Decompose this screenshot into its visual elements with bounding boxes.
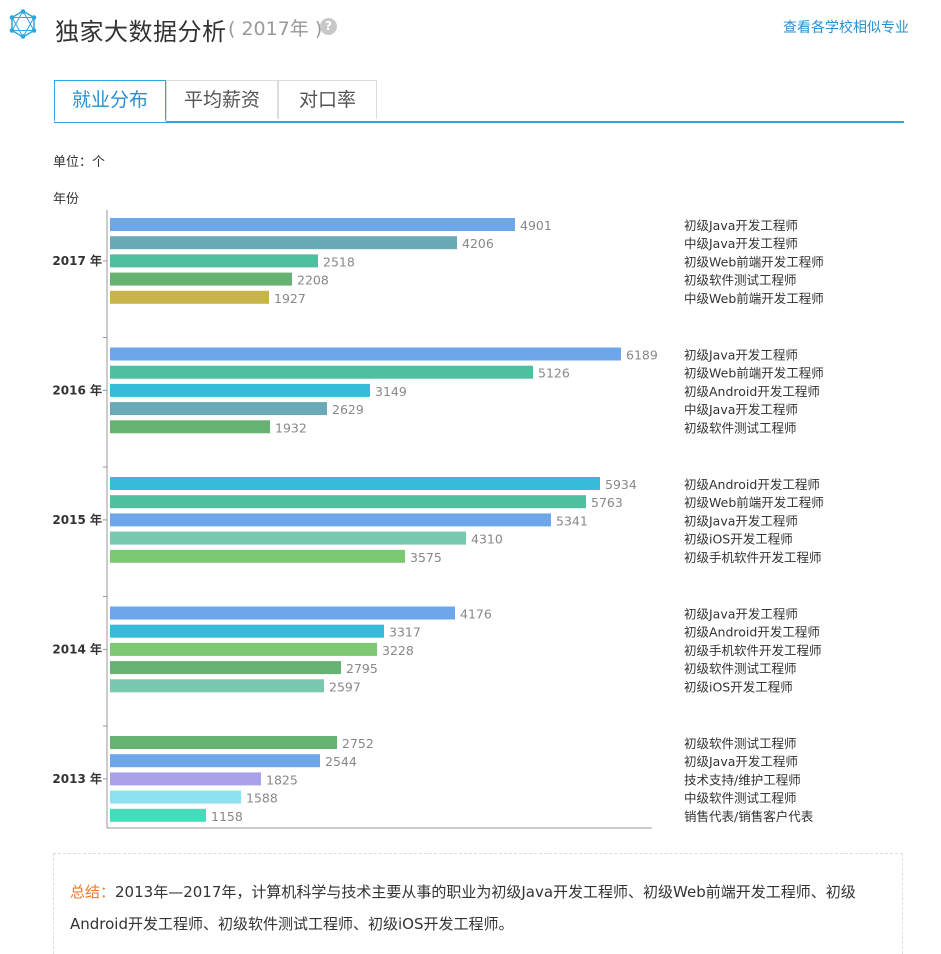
- year-note: ( 2017年 ): [228, 18, 323, 40]
- hexagon-network-icon: [9, 9, 37, 39]
- summary-box: 总结：2013年—2017年，计算机科学与技术主要从事的职业为初级Java开发工…: [53, 853, 903, 954]
- bar-category-label: 初级Web前端开发工程师: [684, 254, 824, 269]
- bar-value-label: 5934: [605, 477, 637, 492]
- bar-value-label: 2597: [329, 679, 361, 694]
- bar-category-label: 初级Web前端开发工程师: [684, 495, 824, 510]
- bar-category-label: 初级iOS开发工程师: [684, 532, 793, 547]
- year-tick-label: 2016 年: [52, 382, 102, 397]
- bar: [110, 679, 324, 693]
- bar-category-label: 中级Web前端开发工程师: [684, 291, 824, 306]
- bar: [110, 383, 370, 397]
- bar: [110, 606, 455, 620]
- bar: [110, 772, 261, 786]
- bar-value-label: 1927: [274, 291, 306, 306]
- year-tick-label: 2015 年: [52, 512, 102, 527]
- employment-bar-chart: 2017 年 4901 初级Java开发工程师 4206 中级Java开发工程师 2518…: [52, 210, 824, 829]
- bar-category-label: 初级Android开发工程师: [684, 477, 820, 492]
- bar: [110, 661, 341, 675]
- bar-category-label: 初级手机软件开发工程师: [684, 643, 822, 658]
- bar-value-label: 2795: [346, 661, 378, 676]
- year-tick-label: 2013 年: [52, 771, 102, 786]
- bar-category-label: 初级iOS开发工程师: [684, 679, 793, 694]
- bar: [110, 236, 457, 250]
- bar-category-label: 技术支持/维护工程师: [684, 772, 801, 787]
- bar: [110, 402, 327, 416]
- bar-value-label: 2544: [325, 754, 357, 769]
- bar: [110, 624, 384, 638]
- bar: [110, 808, 206, 822]
- bar: [110, 218, 515, 231]
- bar-value-label: 5341: [556, 513, 588, 528]
- bar-value-label: 3228: [382, 643, 414, 658]
- bar-value-label: 1588: [246, 791, 278, 806]
- y-axis-label: 年份: [53, 192, 80, 207]
- bar-value-label: 4206: [462, 236, 494, 251]
- bar: [110, 513, 551, 527]
- bar-value-label: 3317: [389, 625, 421, 640]
- tab-average-salary[interactable]: 平均薪资: [166, 80, 278, 119]
- bar-value-label: 2208: [297, 273, 329, 288]
- summary-text: 2013年—2017年，计算机科学与技术主要从事的职业为初级Java开发工程师、…: [70, 883, 856, 933]
- tab-bar: 就业分布 平均薪资 对口率: [54, 80, 904, 123]
- bar-category-label: 初级软件测试工程师: [684, 736, 797, 751]
- bar-category-label: 初级Java开发工程师: [684, 607, 798, 622]
- bar-value-label: 6189: [626, 348, 658, 363]
- bar: [110, 420, 270, 434]
- bar-category-label: 初级手机软件开发工程师: [684, 550, 822, 565]
- bar-value-label: 1932: [275, 420, 307, 435]
- bar: [110, 365, 533, 379]
- bar-value-label: 5763: [591, 495, 623, 510]
- bar-category-label: 初级软件测试工程师: [684, 661, 797, 676]
- bar-value-label: 4901: [520, 218, 552, 233]
- bar: [110, 347, 621, 361]
- bar-value-label: 1825: [266, 772, 298, 787]
- page-header: 独家大数据分析 ( 2017年 ) ? 查看各学校相似专业: [0, 0, 941, 54]
- bar: [110, 477, 600, 490]
- bar-category-label: 中级Java开发工程师: [684, 236, 798, 251]
- bar-category-label: 初级Android开发工程师: [684, 384, 820, 399]
- bar-value-label: 3149: [375, 384, 407, 399]
- bar-value-label: 1158: [211, 809, 243, 824]
- page-title: 独家大数据分析: [55, 18, 227, 46]
- bar-value-label: 2752: [342, 736, 374, 751]
- bar-value-label: 2518: [323, 254, 355, 269]
- bar-category-label: 初级Android开发工程师: [684, 625, 820, 640]
- bar: [110, 736, 337, 749]
- bar: [110, 531, 466, 545]
- bar-category-label: 中级Java开发工程师: [684, 402, 798, 417]
- bar-category-label: 初级Java开发工程师: [684, 513, 798, 528]
- bar-category-label: 初级软件测试工程师: [684, 420, 797, 435]
- bar: [110, 290, 269, 304]
- tab-match-rate[interactable]: 对口率: [278, 80, 377, 119]
- bar: [110, 549, 405, 563]
- bar-value-label: 4176: [460, 607, 492, 622]
- unit-label: 单位：个: [53, 155, 106, 170]
- bar: [110, 272, 292, 286]
- summary-label: 总结：: [70, 883, 116, 901]
- bar: [110, 642, 377, 656]
- year-tick-label: 2017 年: [52, 253, 102, 268]
- bar-value-label: 4310: [471, 532, 503, 547]
- bar-category-label: 初级Web前端开发工程师: [684, 366, 824, 381]
- bar-category-label: 初级Java开发工程师: [684, 218, 798, 233]
- tab-employment-distribution[interactable]: 就业分布: [54, 80, 166, 122]
- bar-value-label: 5126: [538, 366, 570, 381]
- bar: [110, 254, 318, 268]
- bar: [110, 754, 320, 768]
- bar: [110, 495, 586, 509]
- bar-category-label: 初级软件测试工程师: [684, 273, 797, 288]
- year-tick-label: 2014 年: [52, 641, 102, 656]
- question-circle-icon[interactable]: ?: [320, 18, 337, 35]
- bar-value-label: 3575: [410, 550, 442, 565]
- bar: [110, 790, 241, 804]
- bar-category-label: 中级软件测试工程师: [684, 791, 797, 806]
- bar-category-label: 初级Java开发工程师: [684, 754, 798, 769]
- bar-category-label: 销售代表/销售客户代表: [684, 809, 814, 824]
- view-similar-majors-link[interactable]: 查看各学校相似专业: [783, 20, 909, 36]
- bar-value-label: 2629: [332, 402, 364, 417]
- bar-category-label: 初级Java开发工程师: [684, 348, 798, 363]
